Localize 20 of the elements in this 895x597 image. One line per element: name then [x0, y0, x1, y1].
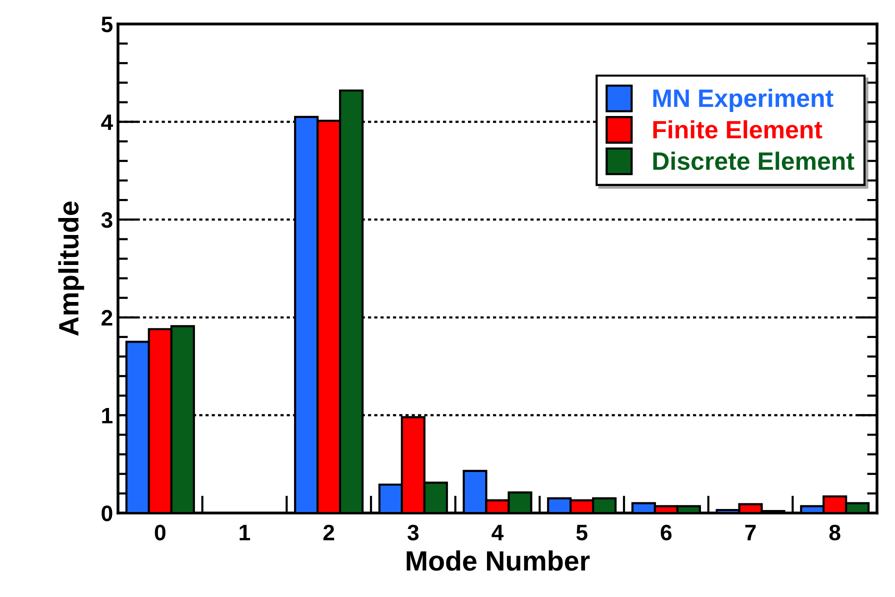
y-tick-label: 4: [101, 114, 114, 130]
legend-label: MN Experiment: [653, 88, 834, 112]
y-tick-label: 2: [102, 310, 112, 326]
x-tick-label: 4: [492, 524, 504, 540]
x-tick-label: 2: [323, 524, 334, 540]
y-axis-title: Amplitude: [58, 202, 84, 336]
y-tick-label: 1: [102, 408, 113, 424]
x-tick-label: 5: [576, 524, 588, 540]
legend-label: Discrete Element: [653, 152, 854, 170]
x-tick-label: 8: [829, 524, 840, 540]
x-tick-label: 0: [154, 524, 166, 540]
y-tick-label: 5: [101, 16, 113, 32]
y-tick-label: 0: [102, 506, 112, 522]
x-tick-label: 3: [408, 524, 419, 540]
x-tick-label: 6: [660, 524, 672, 540]
x-tick-label: 7: [745, 524, 756, 540]
x-tick-label: 1: [240, 524, 250, 540]
y-tick-label: 3: [101, 212, 112, 228]
legend-label: Finite Element: [653, 120, 822, 139]
x-axis-title: Mode Number: [406, 550, 590, 571]
